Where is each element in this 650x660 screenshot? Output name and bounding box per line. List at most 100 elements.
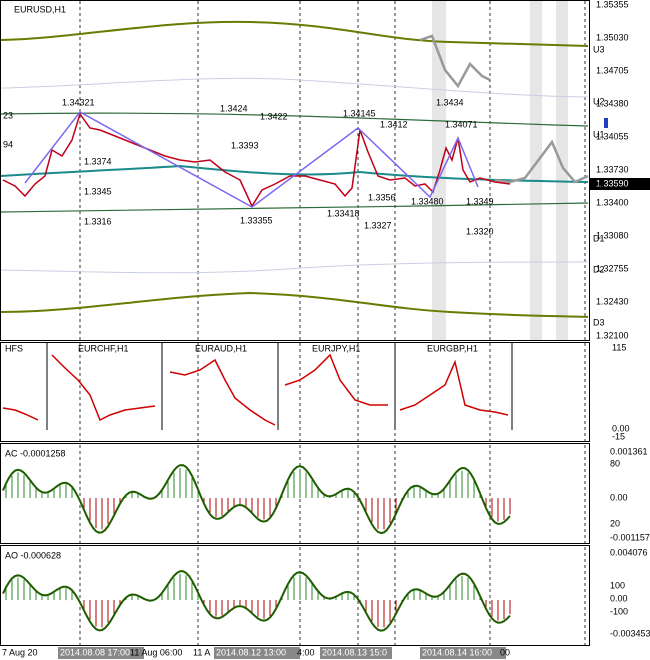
symbol-label: EURAUD,H1 bbox=[195, 343, 247, 353]
price-annotation: 1.34321 bbox=[62, 97, 95, 107]
time-highlight bbox=[420, 647, 506, 659]
shape bbox=[2, 353, 509, 426]
level-label: LB bbox=[593, 180, 604, 190]
price-annotation: 1.33355 bbox=[240, 215, 273, 225]
shape bbox=[46, 343, 513, 430]
price-label: 1.32755 bbox=[596, 263, 629, 273]
price-label: 1.35355 bbox=[596, 0, 629, 9]
time-label: 4:00 bbox=[297, 647, 315, 657]
label: EURUSD,H1 bbox=[14, 4, 66, 14]
price-annotation: 1.33480 bbox=[411, 196, 444, 206]
shape bbox=[0, 545, 590, 646]
level-label: D3 bbox=[593, 317, 605, 327]
level-label: U1 bbox=[593, 129, 605, 139]
shape bbox=[0, 20, 589, 47]
shape bbox=[2, 112, 511, 208]
price-label: 1.34380 bbox=[596, 98, 629, 108]
time-label: 2014.08.13 15:0 bbox=[322, 647, 387, 657]
price-annotation: 1.3374 bbox=[84, 156, 112, 166]
time-highlight bbox=[320, 647, 392, 659]
price-annotation: 1.3412 bbox=[380, 119, 408, 129]
level-label: D1 bbox=[593, 233, 605, 243]
price-annotation: 1.33418 bbox=[327, 208, 360, 218]
axis-label: 80 bbox=[610, 458, 620, 468]
price-annotation: 1.3345 bbox=[84, 186, 112, 196]
shape bbox=[0, 202, 589, 213]
price-annotation: 1.34071 bbox=[445, 119, 478, 129]
shape bbox=[0, 0, 590, 341]
price-annotation: 1.3327 bbox=[364, 220, 392, 230]
shape bbox=[2, 407, 39, 421]
time-label: 7 Aug 20 bbox=[2, 647, 38, 657]
time-label: 2014.08.12 13:00 bbox=[216, 647, 286, 657]
shape bbox=[604, 118, 608, 128]
price-annotation: 1.3316 bbox=[84, 216, 112, 226]
axis-label: 0.001361 bbox=[610, 446, 648, 456]
shape bbox=[530, 1, 542, 340]
pane-title: HFS bbox=[5, 343, 23, 353]
axis-label: 0.00 bbox=[612, 423, 630, 433]
shape bbox=[0, 261, 589, 274]
price-annotation: 1.3356 bbox=[368, 192, 396, 202]
price-label: 1.34055 bbox=[596, 131, 629, 141]
price-label: 1.35030 bbox=[596, 32, 629, 42]
oscillator-line bbox=[2, 464, 511, 535]
shape bbox=[0, 291, 589, 318]
time-label: 2014.08.14 16:00 bbox=[422, 647, 492, 657]
axis-label: -0.003453 bbox=[610, 628, 650, 638]
price-annotation: 94 bbox=[3, 139, 13, 149]
axis-label: -100 bbox=[610, 606, 628, 616]
oscillator-line bbox=[2, 570, 511, 632]
price-annotation: 1.3320 bbox=[466, 226, 494, 236]
shape bbox=[0, 443, 590, 544]
pane-title: AC -0.0001258 bbox=[5, 448, 66, 458]
time-label: 11 A bbox=[193, 647, 210, 657]
shape bbox=[51, 354, 156, 422]
current-price: 1.33590 bbox=[596, 178, 629, 188]
symbol-label: EURGBP,H1 bbox=[427, 343, 478, 353]
shape bbox=[169, 358, 276, 426]
price-annotation: 1.3393 bbox=[231, 140, 259, 150]
shape bbox=[0, 112, 589, 127]
axis-label: -15 bbox=[612, 431, 625, 441]
price-label: 1.32430 bbox=[596, 296, 629, 306]
shape bbox=[494, 139, 589, 184]
price-annotation: 1.3422 bbox=[260, 111, 288, 121]
shape bbox=[24, 111, 479, 208]
shape bbox=[556, 1, 568, 340]
shape bbox=[0, 342, 590, 442]
time-highlight bbox=[58, 647, 144, 659]
price-label: 1.33080 bbox=[596, 230, 629, 240]
level-label: U3 bbox=[593, 44, 605, 54]
price-annotation: 1.3434 bbox=[436, 97, 464, 107]
time-label: 2014.08.08 17:00 bbox=[60, 647, 130, 657]
shape bbox=[590, 178, 650, 190]
price-annotation: 1.3349 bbox=[466, 196, 494, 206]
price-label: 1.32100 bbox=[596, 330, 629, 340]
level-label: D2 bbox=[593, 264, 605, 274]
price-label: 1.33730 bbox=[596, 164, 629, 174]
pane-title: AO -0.000628 bbox=[5, 550, 61, 560]
level-label: U2 bbox=[593, 96, 605, 106]
time-label: 00 bbox=[500, 647, 510, 657]
shape bbox=[284, 353, 388, 406]
price-annotation: 1.34145 bbox=[343, 108, 376, 118]
shape bbox=[0, 77, 589, 98]
axis-label: 0.004076 bbox=[610, 547, 648, 557]
symbol-label: EURJPY,H1 bbox=[312, 343, 360, 353]
axis-label: 115 bbox=[612, 342, 626, 352]
price-annotation: 23 bbox=[3, 110, 13, 120]
axis-label: 20 bbox=[610, 518, 620, 528]
price-label: 1.33400 bbox=[596, 197, 629, 207]
shape bbox=[399, 359, 509, 416]
axis-label: 0.00 bbox=[610, 593, 628, 603]
symbol-label: EURCHF,H1 bbox=[78, 343, 129, 353]
axis-label: 0.00 bbox=[610, 492, 628, 502]
price-annotation: 1.3424 bbox=[220, 103, 248, 113]
shape bbox=[0, 164, 589, 183]
shape bbox=[432, 1, 446, 340]
time-label: 11 Aug 06:00 bbox=[130, 647, 182, 657]
shape bbox=[419, 34, 491, 89]
